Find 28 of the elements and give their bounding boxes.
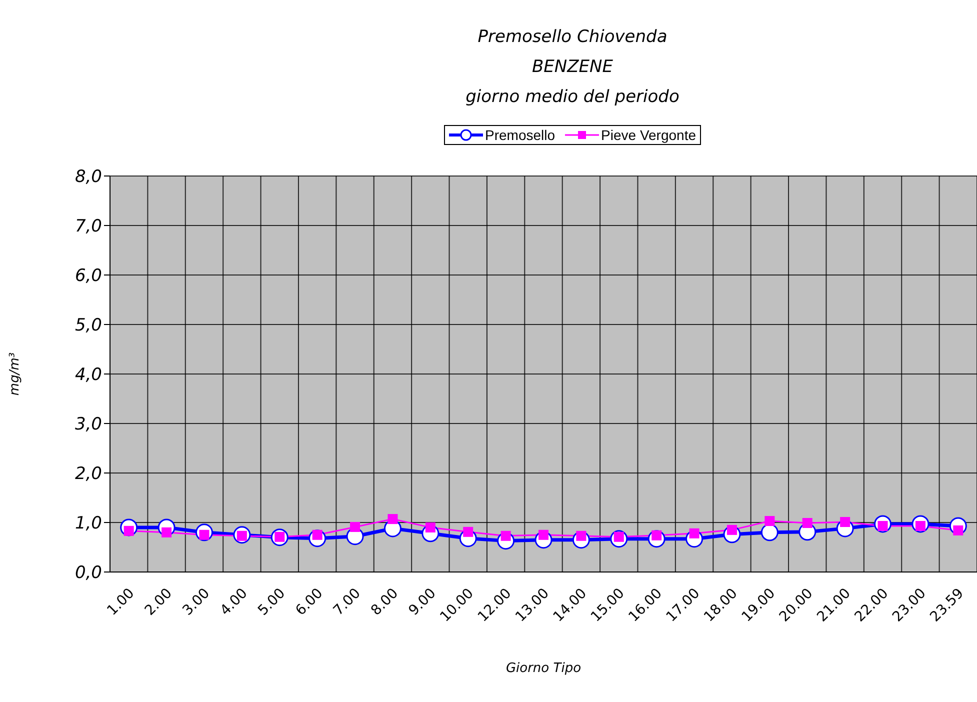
y-tick-label: 3,0: [74, 414, 102, 435]
point: [500, 530, 511, 541]
y-tick-label: 0,0: [74, 563, 102, 584]
x-axis-title: Giorno Tipo: [506, 661, 582, 676]
chart-subtitle: BENZENE giorno medio del periodo: [464, 56, 680, 109]
y-tick-label: 1,0: [74, 514, 102, 534]
y-tick-label: 5,0: [74, 316, 102, 336]
point: [802, 518, 812, 528]
chart-title: Premosello Chiovenda: [476, 26, 668, 49]
y-tick-label: 7,0: [74, 216, 102, 237]
legend-label: Pieve Vergonte: [600, 127, 696, 143]
y-tick-label: 6,0: [74, 266, 102, 286]
y-tick-label: 2,0: [74, 464, 102, 484]
point: [463, 526, 474, 537]
point: [162, 527, 172, 538]
point: [726, 524, 737, 535]
y-tick-label: 8,0: [74, 167, 102, 188]
y-axis-title: mg/m³: [8, 352, 23, 396]
point: [764, 516, 775, 526]
point: [689, 528, 700, 538]
point: [840, 517, 850, 528]
point: [350, 522, 360, 532]
legend-label: Premosello: [484, 127, 556, 143]
point: [388, 514, 398, 524]
y-tick-label: 4,0: [74, 365, 102, 386]
point: [538, 530, 548, 540]
point: [760, 524, 778, 542]
point: [425, 522, 436, 532]
